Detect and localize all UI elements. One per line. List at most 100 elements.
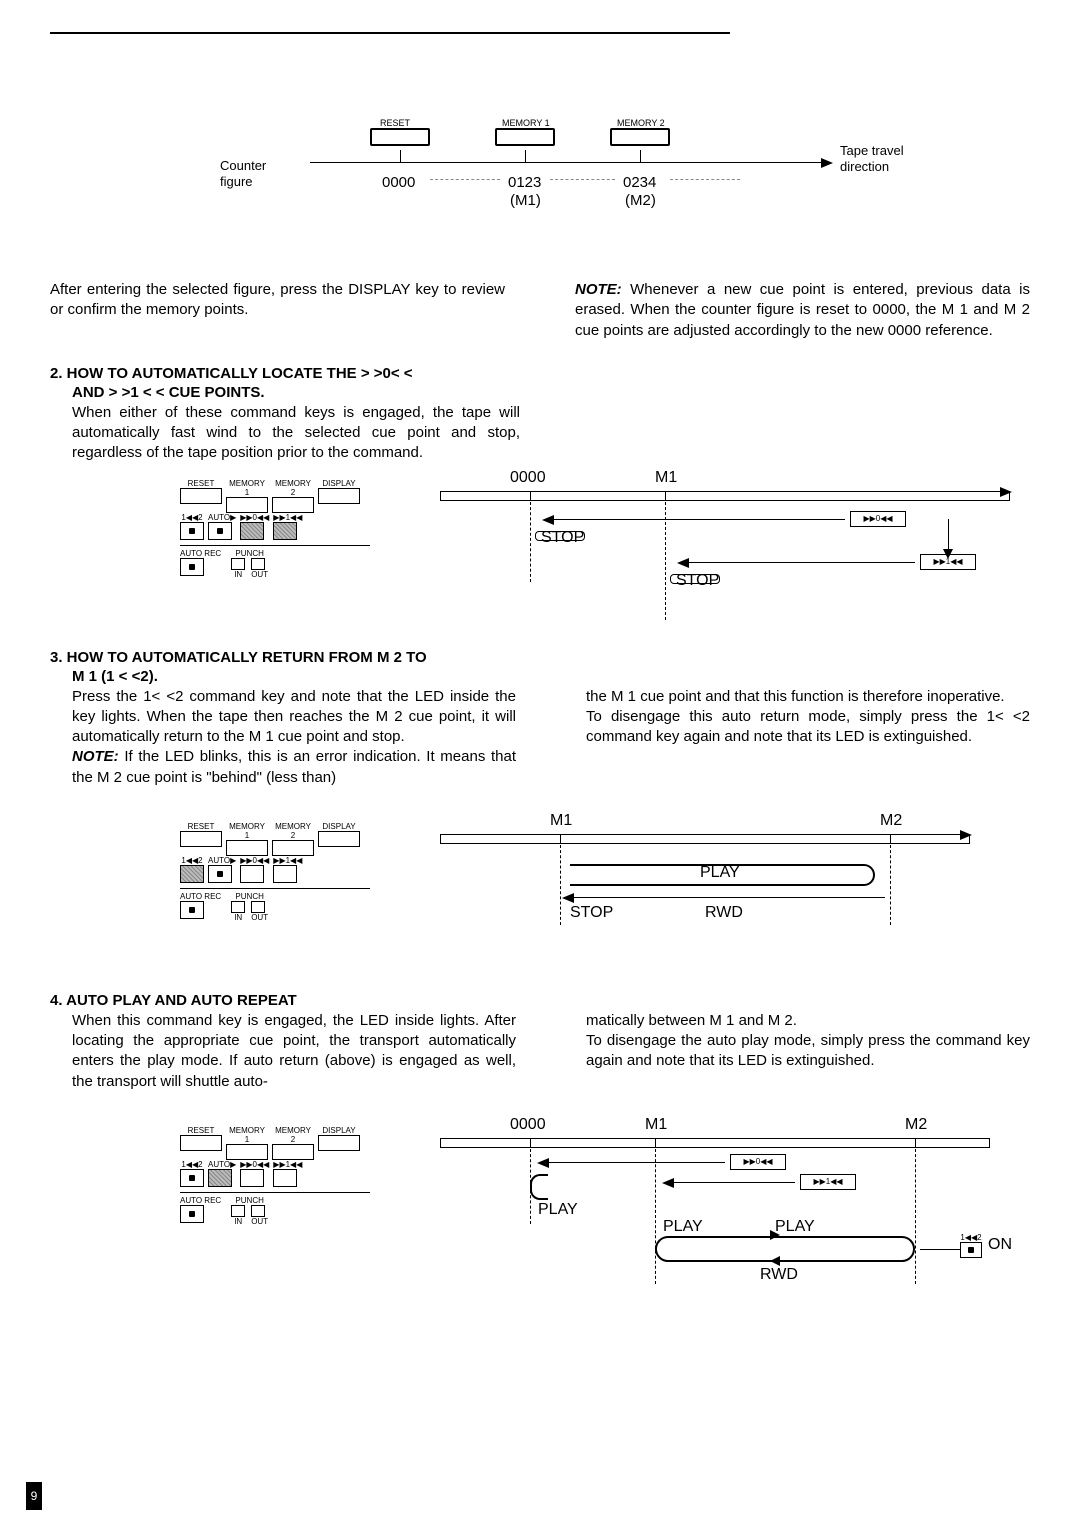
sec4-r2: To disengage the auto play mode, simply … bbox=[586, 1032, 1030, 1069]
p2-reset: RESET bbox=[180, 822, 222, 831]
p1-rule bbox=[180, 545, 370, 546]
rd-rwdarrow bbox=[565, 897, 885, 898]
tick-m2 bbox=[640, 150, 641, 162]
p2-mem1: MEMORY 1 bbox=[226, 822, 268, 840]
control-panel-2: RESET MEMORY 1 MEMORY 2 DISPLAY 1◀◀2 AUT… bbox=[170, 822, 400, 927]
reset-key-label: RESET bbox=[380, 118, 410, 128]
ld-d1 bbox=[530, 502, 531, 582]
p1-punch: PUNCH bbox=[231, 549, 268, 558]
counter-figure-label: Counterfigure bbox=[220, 158, 266, 189]
label-m2: (M2) bbox=[625, 192, 656, 209]
rd-play: PLAY bbox=[700, 864, 740, 882]
page-top-rule bbox=[50, 32, 730, 34]
sec4-head: 4. AUTO PLAY AND AUTO REPEAT bbox=[50, 992, 1030, 1009]
ld-stop1: STOP bbox=[541, 529, 584, 547]
pd-t1 bbox=[530, 1138, 531, 1148]
p1-in: IN bbox=[231, 570, 245, 579]
mem2-key-box bbox=[610, 128, 670, 146]
p3-k3: ▶▶0◀◀ bbox=[240, 1160, 269, 1169]
sec3-head2: M 1 (1 < <2). bbox=[50, 668, 1030, 685]
rd-stop: STOP bbox=[570, 904, 613, 922]
p2-k4: ▶▶1◀◀ bbox=[273, 856, 302, 865]
pd-sig1: ▶▶0◀◀ bbox=[730, 1154, 786, 1170]
p1-k1: 1◀◀2 bbox=[180, 513, 204, 522]
pd-d2 bbox=[655, 1149, 656, 1284]
section-3: 3. HOW TO AUTOMATICALLY RETURN FROM M 2 … bbox=[50, 649, 1030, 788]
pd-on-label: ON bbox=[988, 1236, 1012, 1254]
intro-columns: After entering the selected figure, pres… bbox=[50, 280, 1030, 341]
ld-sig1: ▶▶0◀◀ bbox=[850, 511, 906, 527]
sec3-r2: To disengage this auto return mode, simp… bbox=[586, 708, 1030, 745]
pd-loop-head-r bbox=[770, 1230, 780, 1240]
p3-disp: DISPLAY bbox=[318, 1126, 360, 1135]
p3-reset: RESET bbox=[180, 1126, 222, 1135]
section-2: 2. HOW TO AUTOMATICALLY LOCATE THE > >0<… bbox=[50, 365, 520, 464]
ld-m1: M1 bbox=[655, 469, 677, 487]
dash2 bbox=[550, 179, 615, 180]
pd-m1: M1 bbox=[645, 1116, 667, 1134]
label-m1: (M1) bbox=[510, 192, 541, 209]
p2-k1: 1◀◀2 bbox=[180, 856, 204, 865]
reset-key-box bbox=[370, 128, 430, 146]
pd-on: 1◀◀2 ON bbox=[960, 1233, 1012, 1258]
fig-m2: 0234 bbox=[623, 174, 656, 191]
intro-note-text: Whenever a new cue point is entered, pre… bbox=[575, 281, 1030, 339]
sec3-l2: If the LED blinks, this is an error indi… bbox=[72, 748, 516, 785]
pd-on-keylbl: 1◀◀2 bbox=[960, 1233, 982, 1242]
play-diagram: 0000 M1 M2 ▶▶0◀◀ ▶▶1◀◀ PLAY PLAY PLAY RW… bbox=[430, 1116, 1030, 1301]
intro-note-label: NOTE: bbox=[575, 281, 622, 298]
sec2-head2: AND > >1 < < CUE POINTS. bbox=[50, 384, 520, 401]
sec3-head1: 3. HOW TO AUTOMATICALLY RETURN FROM M 2 … bbox=[50, 649, 1030, 666]
rd-d1 bbox=[560, 845, 561, 925]
p2-punch: PUNCH bbox=[231, 892, 268, 901]
pd-arw2 bbox=[665, 1182, 795, 1183]
dash1 bbox=[430, 179, 500, 180]
p3-in: IN bbox=[231, 1217, 245, 1226]
p1-mem1: MEMORY 1 bbox=[226, 479, 268, 497]
sec4-right: matically between M 1 and M 2. To diseng… bbox=[586, 1011, 1030, 1092]
pd-play3: PLAY bbox=[775, 1218, 815, 1236]
sec2-head1: 2. HOW TO AUTOMATICALLY LOCATE THE > >0<… bbox=[50, 365, 520, 382]
p3-out: OUT bbox=[251, 1217, 268, 1226]
pd-bar bbox=[440, 1138, 990, 1148]
sec3-r1: the M 1 cue point and that this function… bbox=[586, 688, 1005, 705]
sec4-left: When this command key is engaged, the LE… bbox=[50, 1011, 516, 1092]
p3-mem1: MEMORY 1 bbox=[226, 1126, 268, 1144]
ld-t1 bbox=[530, 491, 531, 501]
p2-mem2: MEMORY 2 bbox=[272, 822, 314, 840]
counter-diagram: RESET MEMORY 1 MEMORY 2 Counterfigure Ta… bbox=[270, 110, 970, 230]
locate-diagram: 0000 M1 ▶▶0◀◀ STOP ▶▶1◀◀ STOP bbox=[430, 469, 1030, 619]
pd-t2 bbox=[655, 1138, 656, 1148]
pd-rwd: RWD bbox=[760, 1266, 798, 1284]
p3-k4: ▶▶1◀◀ bbox=[273, 1160, 302, 1169]
return-diagram: M1 M2 PLAY STOP RWD bbox=[430, 812, 1030, 962]
mem1-key-label: MEMORY 1 bbox=[502, 118, 550, 128]
p2-k2: AUTO▶ bbox=[208, 856, 236, 865]
p2-in: IN bbox=[231, 913, 245, 922]
ld-arrow2 bbox=[680, 562, 915, 563]
p1-autorec: AUTO REC bbox=[180, 549, 221, 558]
p3-autorec: AUTO REC bbox=[180, 1196, 221, 1205]
fig-m1: 0123 bbox=[508, 174, 541, 191]
ld-down-head bbox=[943, 549, 953, 559]
tape-axis bbox=[310, 162, 830, 163]
pd-play2: PLAY bbox=[663, 1218, 703, 1236]
intro-right: NOTE: Whenever a new cue point is entere… bbox=[575, 280, 1030, 341]
sec3-note-label: NOTE: bbox=[72, 748, 119, 765]
rd-m2: M2 bbox=[880, 812, 902, 830]
p3-mem2: MEMORY 2 bbox=[272, 1126, 314, 1144]
pd-arw1 bbox=[540, 1162, 725, 1163]
pd-loop-head-l bbox=[770, 1256, 780, 1266]
p2-out: OUT bbox=[251, 913, 268, 922]
ld-t2 bbox=[665, 491, 666, 501]
p1-k4: ▶▶1◀◀ bbox=[273, 513, 302, 522]
tick-m1 bbox=[525, 150, 526, 162]
ld-0000: 0000 bbox=[510, 469, 546, 487]
fig-0000: 0000 bbox=[382, 174, 415, 191]
ld-arrow1 bbox=[545, 519, 845, 520]
p1-disp: DISPLAY bbox=[318, 479, 360, 488]
pd-on-line bbox=[920, 1249, 960, 1250]
p1-reset: RESET bbox=[180, 479, 222, 488]
p3-k1: 1◀◀2 bbox=[180, 1160, 204, 1169]
pd-d3 bbox=[915, 1149, 916, 1284]
